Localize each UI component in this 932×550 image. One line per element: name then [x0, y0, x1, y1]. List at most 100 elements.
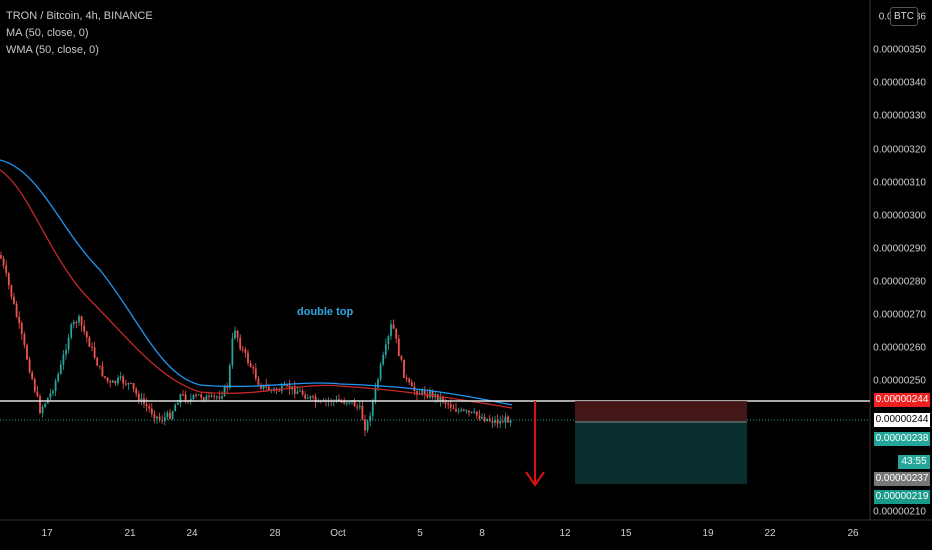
candle — [249, 362, 252, 368]
wma-legend[interactable]: WMA (50, close, 0) — [6, 44, 99, 56]
candle — [18, 316, 21, 324]
candle — [26, 345, 28, 360]
short-position-target-zone[interactable] — [575, 421, 747, 484]
candle — [356, 406, 359, 408]
candle — [20, 323, 23, 335]
short-position-stop-zone[interactable] — [575, 401, 747, 421]
candle — [491, 421, 494, 423]
candle — [101, 366, 104, 377]
candle — [387, 336, 390, 345]
candle — [447, 403, 450, 405]
candle — [382, 354, 385, 365]
price-axis-label: 0.00000340 — [873, 77, 926, 89]
candle — [408, 378, 411, 383]
candle — [377, 379, 379, 388]
candle — [423, 389, 426, 396]
candle — [364, 419, 366, 431]
candle — [335, 399, 338, 401]
down-arrow-icon[interactable] — [525, 401, 545, 487]
candle — [254, 368, 257, 379]
candle — [345, 402, 348, 404]
candle — [403, 359, 405, 378]
candle — [442, 396, 444, 403]
candle — [262, 384, 265, 389]
candle — [44, 403, 47, 407]
candle — [239, 337, 242, 350]
candle — [145, 403, 148, 407]
current-price-tag: 0.00000238 — [874, 432, 930, 446]
time-axis-label: 21 — [124, 528, 136, 539]
candle — [439, 396, 442, 401]
candle — [296, 391, 299, 394]
candle — [421, 389, 424, 394]
candle — [169, 412, 171, 419]
candle — [57, 374, 60, 381]
candle — [465, 410, 468, 412]
candle — [205, 395, 208, 401]
candle — [499, 421, 502, 424]
candle — [478, 415, 481, 419]
candle — [280, 385, 283, 392]
candle — [455, 408, 457, 412]
candle — [293, 386, 296, 394]
candle — [5, 265, 8, 274]
ma-line — [0, 159, 513, 406]
candle — [309, 396, 312, 399]
candle — [221, 396, 223, 399]
candle — [247, 352, 249, 363]
candle — [286, 385, 288, 387]
candle — [179, 394, 182, 404]
candle — [200, 394, 203, 398]
candle — [15, 303, 18, 317]
candle — [65, 349, 67, 355]
candle — [509, 420, 512, 423]
price-axis-label: 0.00000280 — [873, 276, 926, 288]
candle — [481, 416, 483, 419]
candle — [496, 419, 499, 424]
candle — [473, 411, 476, 413]
candle — [223, 385, 226, 397]
candle — [109, 381, 112, 383]
candle — [7, 273, 10, 286]
candle — [236, 330, 239, 338]
candle — [431, 391, 434, 398]
ma-legend[interactable]: MA (50, close, 0) — [6, 27, 89, 39]
candle — [226, 385, 229, 388]
candle — [31, 372, 34, 380]
candle — [405, 377, 408, 379]
candle — [369, 415, 372, 422]
candle — [390, 324, 392, 337]
time-axis-label: 19 — [702, 528, 714, 539]
candle — [218, 396, 221, 399]
candle — [486, 418, 489, 422]
candle — [366, 421, 369, 431]
candle — [202, 397, 205, 401]
candle — [244, 349, 247, 353]
symbol-title[interactable]: TRON / Bitcoin, 4h, BINANCE — [6, 10, 153, 22]
candle — [197, 394, 200, 396]
candle — [379, 364, 382, 380]
time-axis-label: 15 — [620, 528, 632, 539]
candle — [98, 365, 101, 367]
currency-button[interactable]: BTC — [890, 7, 918, 26]
price-axis-label: 0.00000290 — [873, 243, 926, 255]
candle — [192, 394, 195, 399]
candle — [361, 405, 364, 420]
candle — [215, 396, 218, 398]
candle — [117, 377, 119, 384]
candle — [470, 411, 473, 413]
candle — [392, 324, 395, 329]
candle — [166, 412, 169, 418]
annotation-label[interactable]: double top — [297, 306, 354, 318]
price-axis-label: 0.00000350 — [873, 44, 926, 56]
time-axis-label: Oct — [330, 528, 346, 539]
candle — [124, 383, 127, 385]
candle — [452, 407, 455, 409]
candle — [371, 400, 374, 416]
candle — [36, 391, 39, 397]
candle — [80, 316, 83, 326]
candle — [288, 385, 291, 390]
candle — [132, 383, 135, 389]
candle — [93, 347, 96, 358]
